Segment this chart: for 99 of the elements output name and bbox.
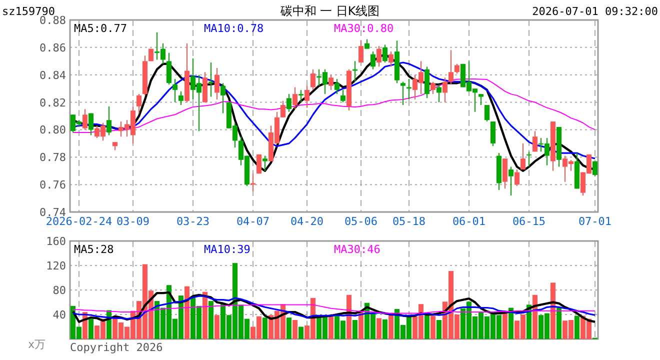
candlestick (484, 104, 490, 122)
bar (184, 286, 190, 339)
candlestick (592, 160, 598, 177)
candlestick (88, 112, 94, 136)
candlestick (448, 50, 454, 85)
candlestick (502, 158, 508, 190)
candlestick (376, 46, 382, 68)
candlestick (286, 94, 292, 112)
bar (388, 315, 394, 339)
bar (502, 312, 508, 339)
y-tick-label: 40 (52, 308, 66, 322)
candlestick (280, 100, 286, 118)
candlestick (298, 89, 304, 103)
x-tick-label: 06-01 (452, 215, 486, 228)
y-tick-label: 0.78 (40, 151, 66, 164)
candlestick (370, 51, 376, 70)
candlestick (508, 166, 514, 196)
candlestick (532, 130, 538, 152)
candlestick (454, 63, 460, 74)
y-tick-label: 0.84 (40, 68, 66, 82)
y-tick-label: 0.76 (40, 178, 66, 192)
x-tick-label: 07-01 (578, 215, 612, 228)
x-tick-label: 2026-02-24 (46, 215, 112, 228)
y-tick-label: 160 (46, 235, 66, 248)
bar (376, 318, 382, 339)
candlestick (358, 40, 364, 64)
candlestick (406, 78, 412, 100)
y-axis-title: x万 (28, 338, 46, 351)
candlestick (82, 108, 88, 130)
text: MA5:0.77 (74, 22, 127, 35)
candlestick (340, 89, 346, 103)
text: MA30:46 (334, 243, 380, 256)
bar (202, 292, 208, 339)
bar (214, 315, 220, 339)
candlestick (178, 90, 184, 106)
candlestick (364, 38, 370, 50)
x-tick-label: 04-07 (236, 215, 270, 228)
bar (292, 320, 298, 339)
bar (328, 315, 334, 339)
bar (208, 301, 214, 339)
x-tick-label: 05-06 (344, 215, 378, 228)
bar (352, 320, 358, 339)
bar (532, 294, 538, 339)
candlestick (490, 120, 496, 147)
x-tick-label: 06-15 (512, 215, 546, 228)
bar (298, 326, 304, 339)
candlestick (214, 68, 220, 100)
text: Copyright 2026 (70, 341, 163, 354)
candlestick (220, 82, 226, 114)
text: MA10:0.78 (204, 22, 264, 35)
candlestick (310, 68, 316, 90)
x-tick-label: 04-20 (290, 215, 324, 228)
chart-title: 碳中和 一 日K线图 (279, 4, 380, 18)
candlestick (442, 77, 448, 103)
bar (262, 318, 268, 339)
y-tick-label: 80 (52, 284, 66, 297)
candlestick (436, 84, 442, 103)
candlestick (514, 168, 520, 186)
bar (286, 318, 292, 339)
candlestick (382, 44, 388, 64)
candlestick (526, 151, 532, 168)
x-tick-label: 03-23 (176, 215, 210, 228)
bar (424, 313, 430, 339)
candlestick (292, 86, 298, 110)
candlestick (430, 81, 436, 95)
candlestick (172, 78, 178, 103)
bar (556, 308, 562, 339)
bar (574, 316, 580, 339)
bar (382, 319, 388, 339)
candlestick (388, 51, 394, 68)
text: MA10:39 (204, 243, 250, 256)
y-tick-label: 0.88 (40, 14, 66, 27)
bar (550, 282, 556, 339)
y-tick-label: 0.80 (40, 124, 66, 137)
text: MA30:0.80 (334, 22, 394, 35)
candlestick (262, 155, 268, 172)
candlestick (136, 94, 142, 114)
candlestick (520, 142, 526, 170)
bar (430, 316, 436, 339)
candlestick (334, 78, 340, 95)
x-tick-label: 03-09 (116, 215, 150, 228)
text: MA5:28 (74, 243, 114, 256)
candlestick (250, 173, 256, 192)
y-tick-label: 0.82 (40, 96, 66, 110)
bar (436, 320, 442, 339)
candlestick (304, 85, 310, 108)
line-series (72, 304, 596, 314)
y-tick-label: 120 (46, 260, 66, 272)
candlestick (208, 62, 214, 98)
bar (508, 308, 514, 339)
candlestick (328, 74, 334, 90)
y-tick-label: 0.86 (40, 41, 66, 54)
candlestick (400, 81, 406, 106)
x-tick-label: 05-18 (392, 215, 426, 228)
candlestick (106, 106, 112, 136)
candlestick (478, 94, 484, 106)
text: 2026-07-01 09:32:00 (532, 5, 658, 18)
candlestick (166, 52, 172, 85)
bar (88, 318, 94, 339)
